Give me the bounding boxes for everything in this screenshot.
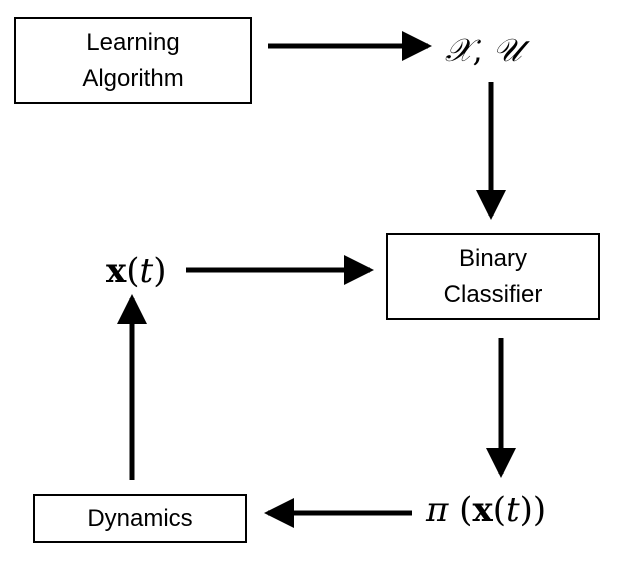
state-t-symbol: t — [139, 251, 154, 291]
dynamics-box: Dynamics — [33, 494, 247, 543]
state-label: x(t) — [106, 254, 166, 288]
policy-open-paren-2: ( — [492, 490, 506, 530]
policy-t-symbol: t — [505, 490, 520, 530]
binary-classifier-box: Binary Classifier — [386, 233, 600, 320]
dynamics-label: Dynamics — [87, 504, 193, 532]
set-x-symbol: 𝒳 — [445, 31, 473, 69]
state-x-symbol: x — [106, 251, 127, 291]
set-u-symbol: 𝒰 — [492, 31, 522, 69]
sets-separator: , — [472, 31, 493, 69]
learning-algorithm-label-line2: Algorithm — [82, 64, 184, 92]
learning-algorithm-label-line1: Learning — [86, 28, 180, 56]
learning-algorithm-box: Learning Algorithm — [14, 17, 252, 104]
binary-classifier-label-line2: Classifier — [443, 280, 543, 308]
policy-label: π (x(t)) — [426, 493, 546, 527]
policy-open-paren: ( — [448, 490, 473, 530]
policy-pi-symbol: π — [426, 490, 449, 530]
state-open-paren: ( — [126, 251, 140, 291]
binary-classifier-label-line1: Binary — [458, 244, 528, 272]
policy-close-parens: )) — [519, 490, 547, 530]
sets-label: 𝒳, 𝒰 — [445, 34, 522, 66]
policy-x-symbol: x — [472, 490, 493, 530]
state-close-paren: ) — [153, 251, 167, 291]
